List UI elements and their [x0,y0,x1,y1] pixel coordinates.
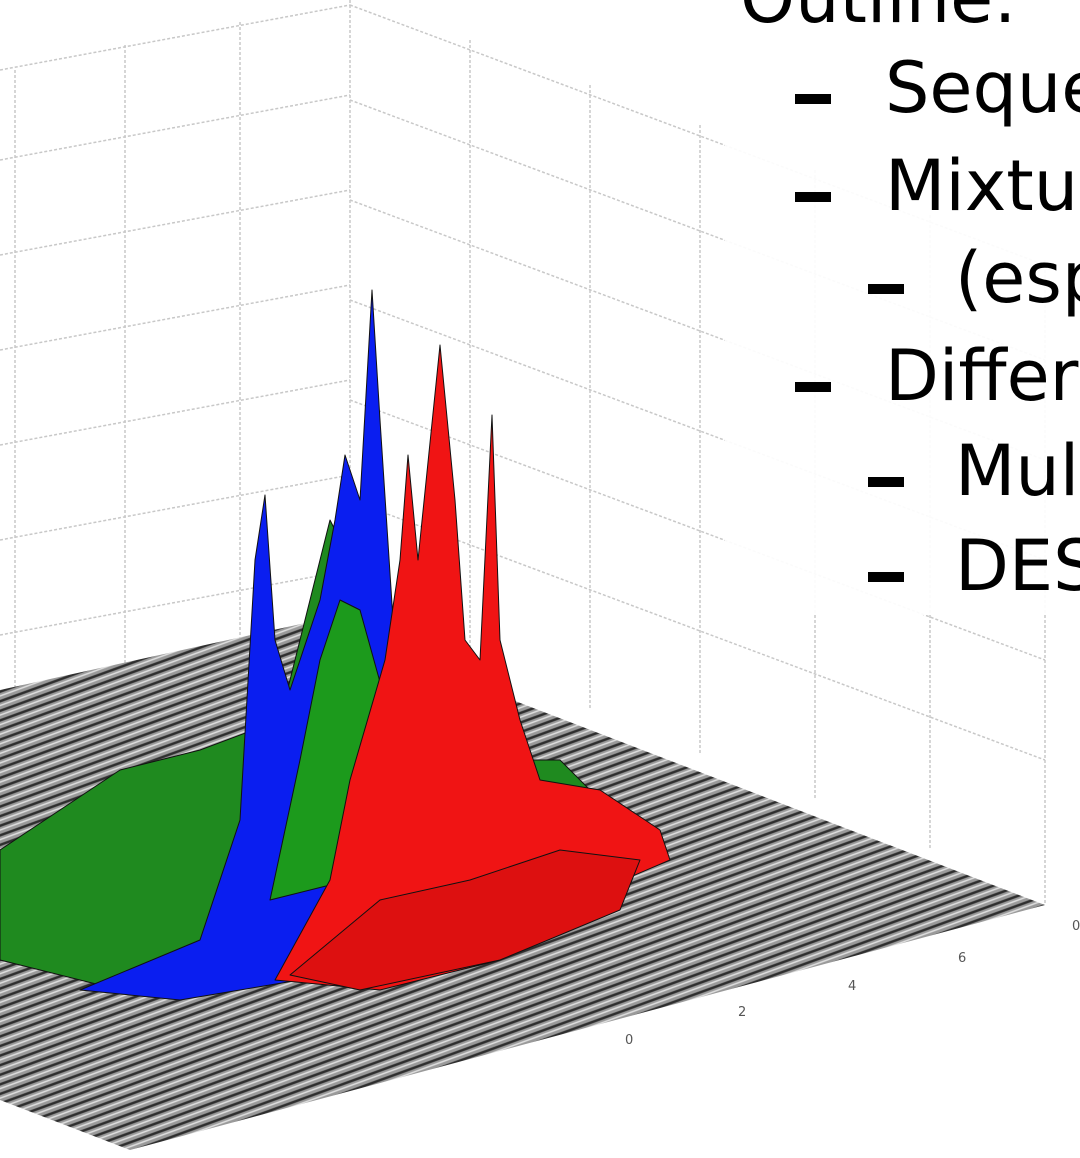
outline-item: Seque [885,47,1080,129]
bullet [868,572,904,582]
bullet [795,382,831,392]
tick-label: 4 [848,979,856,994]
bullet [868,284,904,294]
outline-item: DES [955,525,1080,607]
red-surface [274,344,671,991]
outline-item: Differ [885,335,1079,417]
outline-title: Outline: [740,0,1017,39]
text-panel [725,0,1080,615]
bullet [868,477,904,487]
bullet [795,192,831,202]
outline-item: Mixtu [885,145,1078,227]
axis-ticks: 6 4 2 0 0 [625,919,1080,1048]
red-base [289,849,641,991]
tick-label: 2 [738,1005,746,1020]
bullet [795,94,831,104]
peaks [0,289,671,1001]
tick-label: 6 [958,951,966,966]
tick-label: 0 [625,1033,633,1048]
tick-label: 0 [1072,919,1080,934]
outline-item: (esp [955,237,1080,319]
left-wall-grid [0,0,351,700]
outline: Outline: Seque Mixtu (esp Differ Mul DES [740,0,1080,607]
outline-item: Mul [955,430,1079,512]
